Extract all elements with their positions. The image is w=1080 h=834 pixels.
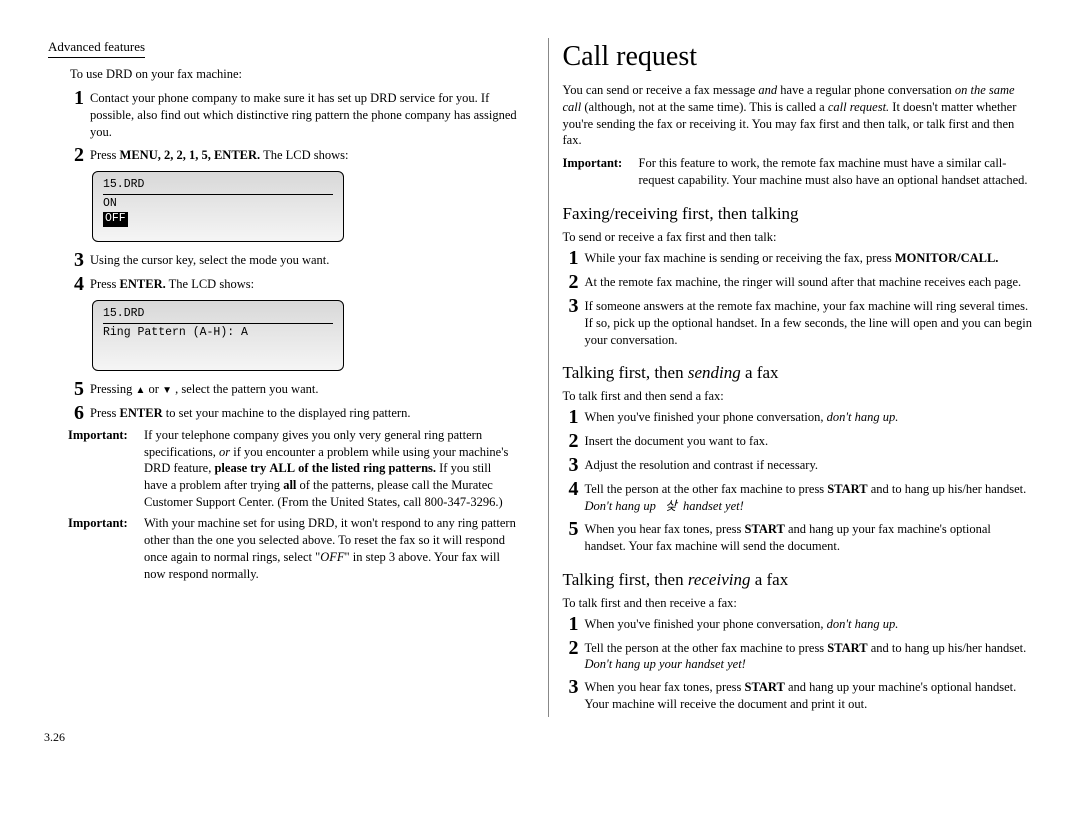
step: 5 When you hear fax tones, press START a… xyxy=(563,519,1033,555)
subheading: Talking first, then sending a fax xyxy=(563,362,1033,385)
step: 3 If someone answers at the remote fax m… xyxy=(563,296,1033,349)
step: 1 When you've finished your phone conver… xyxy=(563,407,1033,427)
subheading: Talking first, then receiving a fax xyxy=(563,569,1033,592)
step: 3 Adjust the resolution and contrast if … xyxy=(563,455,1033,475)
step: 3 Using the cursor key, select the mode … xyxy=(68,250,518,270)
important-note: Important: With your machine set for usi… xyxy=(68,515,518,583)
step: 2 Insert the document you want to fax. xyxy=(563,431,1033,451)
page-title: Call request xyxy=(563,38,1033,76)
step: 2 Tell the person at the other fax machi… xyxy=(563,638,1033,674)
step: 2 At the remote fax machine, the ringer … xyxy=(563,272,1033,292)
section-intro: To send or receive a fax first and then … xyxy=(563,229,1033,246)
lcd-display: 15.DRD Ring Pattern (A-H): A xyxy=(92,300,344,371)
page-number: 3.26 xyxy=(44,729,65,745)
step: 1 When you've finished your phone conver… xyxy=(563,614,1033,634)
step: 5 Pressing ▲ or ▼ , select the pattern y… xyxy=(68,379,518,399)
important-note: Important: If your telephone company giv… xyxy=(68,427,518,511)
step: 1 While your fax machine is sending or r… xyxy=(563,248,1033,268)
lcd-display: 15.DRD ON OFF xyxy=(92,171,344,242)
section-header: Advanced features xyxy=(48,38,145,58)
step: 3 When you hear fax tones, press START a… xyxy=(563,677,1033,713)
section-intro: To talk first and then receive a fax: xyxy=(563,595,1033,612)
intro-text: To use DRD on your fax machine: xyxy=(70,66,518,83)
intro-text: You can send or receive a fax message an… xyxy=(563,82,1033,150)
important-note: Important: For this feature to work, the… xyxy=(563,155,1033,189)
step: 1 Contact your phone company to make sur… xyxy=(68,88,518,141)
step: 4 Press ENTER. The LCD shows: xyxy=(68,274,518,294)
left-column: Advanced features To use DRD on your fax… xyxy=(48,38,528,717)
section-intro: To talk first and then send a fax: xyxy=(563,388,1033,405)
right-column: Call request You can send or receive a f… xyxy=(548,38,1033,717)
subheading: Faxing/receiving first, then talking xyxy=(563,203,1033,226)
step: 2 Press MENU, 2, 2, 1, 5, ENTER. The LCD… xyxy=(68,145,518,165)
step: 4 Tell the person at the other fax machi… xyxy=(563,479,1033,515)
step: 6 Press ENTER to set your machine to the… xyxy=(68,403,518,423)
